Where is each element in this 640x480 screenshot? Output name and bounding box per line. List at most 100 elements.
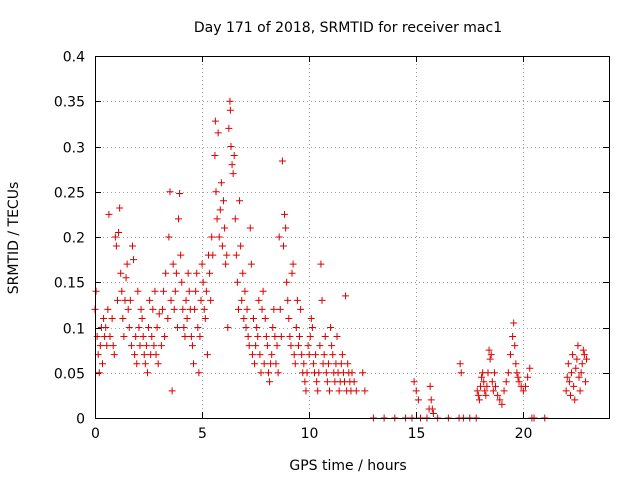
data-point <box>236 197 244 205</box>
data-point <box>135 324 143 331</box>
data-point <box>237 242 245 250</box>
data-point <box>146 296 154 304</box>
data-point <box>303 369 311 377</box>
data-point <box>304 342 312 350</box>
data-point <box>323 378 331 386</box>
data-point <box>153 324 161 331</box>
data-point <box>309 360 317 368</box>
data-point <box>162 269 170 277</box>
x-tick-label: 10 <box>301 426 319 442</box>
data-point <box>338 351 346 359</box>
data-point <box>109 342 117 350</box>
data-point <box>188 342 196 350</box>
data-point <box>481 387 489 395</box>
data-point <box>306 333 314 341</box>
data-point <box>296 333 304 341</box>
data-point <box>292 324 300 331</box>
data-point <box>429 409 437 417</box>
data-point <box>244 333 252 341</box>
data-point <box>316 342 324 350</box>
data-point <box>412 387 420 395</box>
y-tick-label: 0.25 <box>54 186 85 202</box>
data-point <box>271 333 279 341</box>
data-point <box>120 333 128 341</box>
data-point <box>320 351 328 359</box>
x-tick-label: 15 <box>408 426 426 442</box>
data-point <box>259 287 267 295</box>
data-point <box>239 269 247 277</box>
data-point <box>196 333 204 341</box>
data-point <box>302 387 310 395</box>
data-point <box>248 351 256 359</box>
data-point <box>178 278 186 286</box>
data-point <box>128 242 136 250</box>
data-point <box>252 342 260 350</box>
data-point <box>327 324 335 331</box>
data-point <box>457 369 465 377</box>
data-point <box>176 190 184 198</box>
data-point <box>513 369 521 377</box>
data-point <box>576 387 584 395</box>
data-point <box>314 387 322 395</box>
data-point <box>274 369 282 377</box>
data-point <box>485 346 493 354</box>
data-point <box>251 360 259 368</box>
data-point <box>199 278 207 286</box>
y-tick-label: 0.35 <box>54 95 85 111</box>
data-point <box>249 314 257 322</box>
data-point <box>482 391 490 399</box>
data-point <box>182 296 190 304</box>
data-point <box>484 369 492 377</box>
data-point <box>324 360 332 368</box>
data-point <box>198 260 206 268</box>
data-point <box>191 305 199 313</box>
data-point <box>93 333 101 341</box>
data-point <box>142 342 150 350</box>
data-point <box>229 170 237 178</box>
data-point <box>276 305 284 313</box>
data-point <box>224 324 232 331</box>
data-point <box>233 278 241 286</box>
data-point <box>207 296 215 304</box>
data-point <box>118 287 126 295</box>
y-tick-label: 0.05 <box>54 367 85 383</box>
data-point <box>257 369 265 377</box>
data-point <box>577 369 585 377</box>
data-point <box>230 152 238 160</box>
data-point <box>254 333 262 341</box>
data-point <box>286 333 294 341</box>
data-point <box>293 296 301 304</box>
data-point <box>170 305 178 313</box>
x-tick-label: 0 <box>91 426 100 442</box>
data-point <box>150 342 158 350</box>
data-point <box>173 324 181 331</box>
data-point <box>335 387 343 395</box>
data-point <box>136 342 144 350</box>
data-point <box>575 373 583 381</box>
data-point <box>278 157 286 165</box>
data-point <box>116 204 124 212</box>
data-point <box>217 179 225 187</box>
axis-ticks: 0 5 10 15 20 0 0.05 0.1 0.15 0.2 0.25 0.3 0.35 0.4 <box>54 50 609 442</box>
data-point <box>566 391 574 399</box>
data-point <box>180 324 188 331</box>
data-point <box>456 360 464 368</box>
data-point <box>124 305 132 313</box>
data-point <box>478 373 486 381</box>
data-point <box>428 405 436 413</box>
data-point <box>100 314 108 322</box>
data-point <box>164 314 172 322</box>
data-point <box>134 287 142 295</box>
data-point <box>260 360 268 368</box>
data-point <box>132 333 140 341</box>
data-point <box>261 314 269 322</box>
x-axis-label: GPS time / hours <box>289 458 406 474</box>
data-point <box>115 228 123 236</box>
data-point <box>318 296 326 304</box>
data-point <box>232 251 240 259</box>
data-point <box>509 333 517 341</box>
data-point <box>506 351 514 359</box>
data-point <box>227 143 235 150</box>
y-tick-label: 0.15 <box>54 276 85 292</box>
